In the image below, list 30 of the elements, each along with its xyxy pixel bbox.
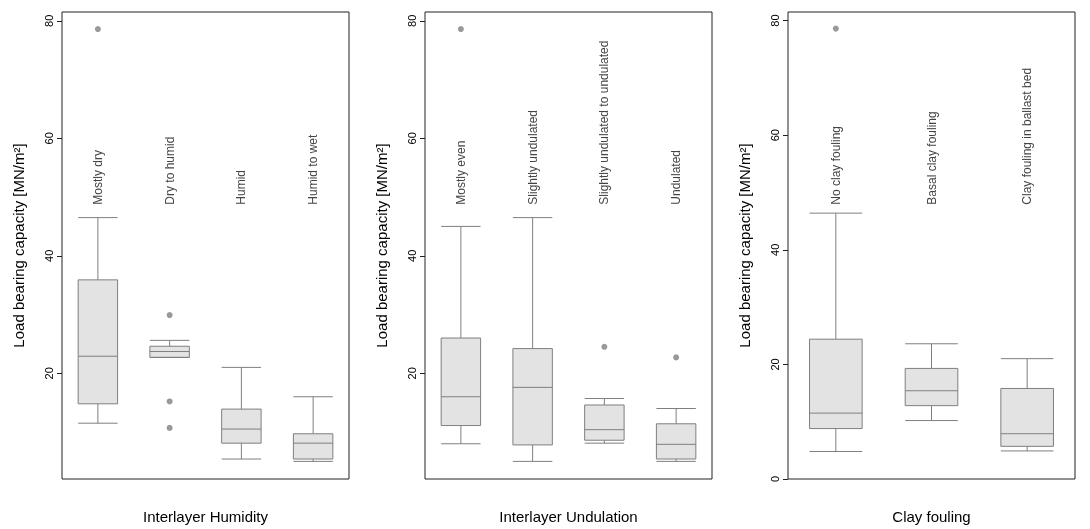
y-tick-label: 40 xyxy=(768,243,781,256)
y-tick-label: 60 xyxy=(42,132,55,145)
x-tick-label: Humid xyxy=(234,170,249,205)
x-axis-title: Interlayer Humidity xyxy=(142,508,269,525)
y-tick-label: 80 xyxy=(768,14,781,27)
y-tick-label: 80 xyxy=(42,14,55,27)
y-axis-title: Load bearing capacity [MN/m²] xyxy=(10,143,27,348)
y-tick-label: 20 xyxy=(768,358,781,371)
x-tick-label: Dry to humid xyxy=(162,136,177,205)
x-axis-title: Interlayer Undulation xyxy=(499,508,638,525)
y-tick-label: 40 xyxy=(405,249,418,262)
x-tick-label: Humid to wet xyxy=(306,134,321,205)
y-tick-label: 40 xyxy=(42,249,55,262)
y-axis-title: Load bearing capacity [MN/m²] xyxy=(373,143,390,348)
y-axis-title: Load bearing capacity [MN/m²] xyxy=(736,143,753,348)
x-tick-label: Mostly even xyxy=(453,140,468,205)
y-tick-label: 20 xyxy=(42,367,55,380)
x-tick-label: Undulated xyxy=(669,149,684,205)
y-tick-label: 60 xyxy=(768,129,781,142)
x-tick-label: Basal clay fouling xyxy=(924,111,939,205)
x-axis-title: Clay fouling xyxy=(892,508,971,525)
x-tick-label: Slightly undulated to undulated xyxy=(597,40,612,205)
y-tick-label: 60 xyxy=(405,132,418,145)
y-tick-label: 0 xyxy=(768,475,781,483)
y-tick-label: 20 xyxy=(405,367,418,380)
x-tick-label: Slightly undulated xyxy=(525,109,540,205)
x-tick-label: Mostly dry xyxy=(90,150,105,205)
x-tick-label: Clay fouling in ballast bed xyxy=(1020,67,1035,205)
y-tick-label: 80 xyxy=(405,14,418,27)
x-tick-label: No clay fouling xyxy=(828,125,843,205)
